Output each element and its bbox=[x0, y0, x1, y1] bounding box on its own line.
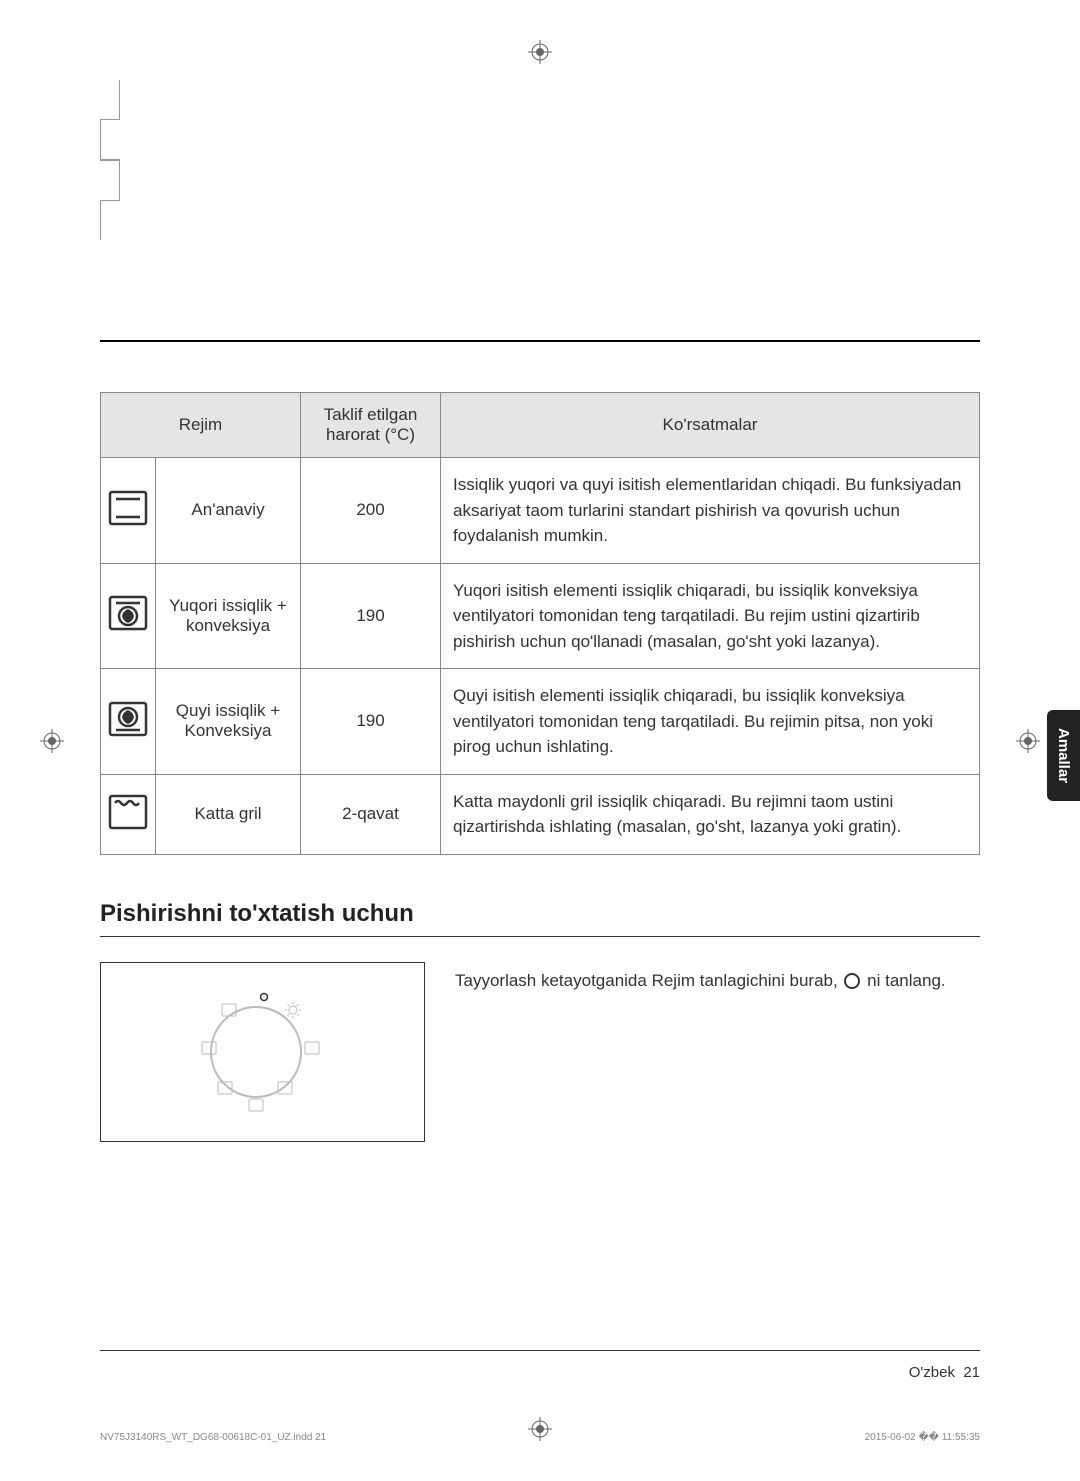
mode-temp: 190 bbox=[301, 669, 441, 775]
stop-cooking-section: Tayyorlash ketayotganida Rejim tanlagich… bbox=[100, 962, 980, 1142]
mode-name: Katta gril bbox=[156, 774, 301, 854]
table-header-temp: Taklif etilgan harorat (°C) bbox=[301, 393, 441, 458]
mode-desc: Yuqori isitish elementi issiqlik chiqara… bbox=[441, 563, 980, 669]
footer-page-number: 21 bbox=[963, 1364, 980, 1381]
crop-mark-icon bbox=[100, 200, 120, 240]
mode-desc: Quyi isitish elementi issiqlik chiqaradi… bbox=[441, 669, 980, 775]
footer-rule bbox=[100, 1350, 980, 1351]
mode-temp: 200 bbox=[301, 458, 441, 564]
table-row: An'anaviy 200 Issiqlik yuqori va quyi is… bbox=[101, 458, 980, 564]
crop-mark-icon bbox=[100, 120, 120, 160]
crop-mark-icon bbox=[100, 80, 120, 120]
print-metadata: NV75J3140RS_WT_DG68-00618C-01_UZ.indd 21… bbox=[100, 1432, 980, 1443]
mode-icon-top-convection bbox=[101, 563, 156, 669]
page-footer: O'zbek 21 bbox=[909, 1364, 980, 1381]
registration-mark-icon bbox=[528, 40, 552, 64]
registration-mark-icon bbox=[1016, 729, 1040, 753]
stop-text-after: ni tanlang. bbox=[862, 971, 945, 990]
mode-name: Yuqori issiqlik + konveksiya bbox=[156, 563, 301, 669]
mode-desc: Katta maydonli gril issiqlik chiqaradi. … bbox=[441, 774, 980, 854]
section-heading: Pishirishni to'xtatish uchun bbox=[100, 900, 980, 928]
header-rule bbox=[100, 340, 980, 342]
stop-text-before: Tayyorlash ketayotganida Rejim tanlagich… bbox=[455, 971, 842, 990]
table-row: Katta gril 2-qavat Katta maydonli gril i… bbox=[101, 774, 980, 854]
print-filename: NV75J3140RS_WT_DG68-00618C-01_UZ.indd 21 bbox=[100, 1432, 326, 1443]
table-row: Quyi issiqlik + Konveksiya 190 Quyi isit… bbox=[101, 669, 980, 775]
mode-icon-bottom-convection bbox=[101, 669, 156, 775]
side-tab: Amallar bbox=[1047, 710, 1080, 801]
mode-desc: Issiqlik yuqori va quyi isitish elementl… bbox=[441, 458, 980, 564]
mode-temp: 190 bbox=[301, 563, 441, 669]
section-rule bbox=[100, 936, 980, 937]
footer-language: O'zbek bbox=[909, 1364, 955, 1381]
mode-name: Quyi issiqlik + Konveksiya bbox=[156, 669, 301, 775]
off-position-icon bbox=[844, 973, 860, 989]
stop-instruction-text: Tayyorlash ketayotganida Rejim tanlagich… bbox=[455, 962, 946, 994]
modes-table: Rejim Taklif etilgan harorat (°C) Ko'rsa… bbox=[100, 392, 980, 855]
print-datetime: 2015-06-02 �� 11:55:35 bbox=[865, 1432, 980, 1443]
page-content: Rejim Taklif etilgan harorat (°C) Ko'rsa… bbox=[100, 240, 980, 1142]
registration-mark-icon bbox=[40, 729, 64, 753]
mode-temp: 2-qavat bbox=[301, 774, 441, 854]
mode-icon-conventional bbox=[101, 458, 156, 564]
table-header-mode: Rejim bbox=[101, 393, 301, 458]
dial-illustration bbox=[100, 962, 425, 1142]
mode-icon-large-grill bbox=[101, 774, 156, 854]
table-header-instructions: Ko'rsatmalar bbox=[441, 393, 980, 458]
crop-mark-icon bbox=[100, 160, 120, 200]
table-row: Yuqori issiqlik + konveksiya 190 Yuqori … bbox=[101, 563, 980, 669]
mode-name: An'anaviy bbox=[156, 458, 301, 564]
